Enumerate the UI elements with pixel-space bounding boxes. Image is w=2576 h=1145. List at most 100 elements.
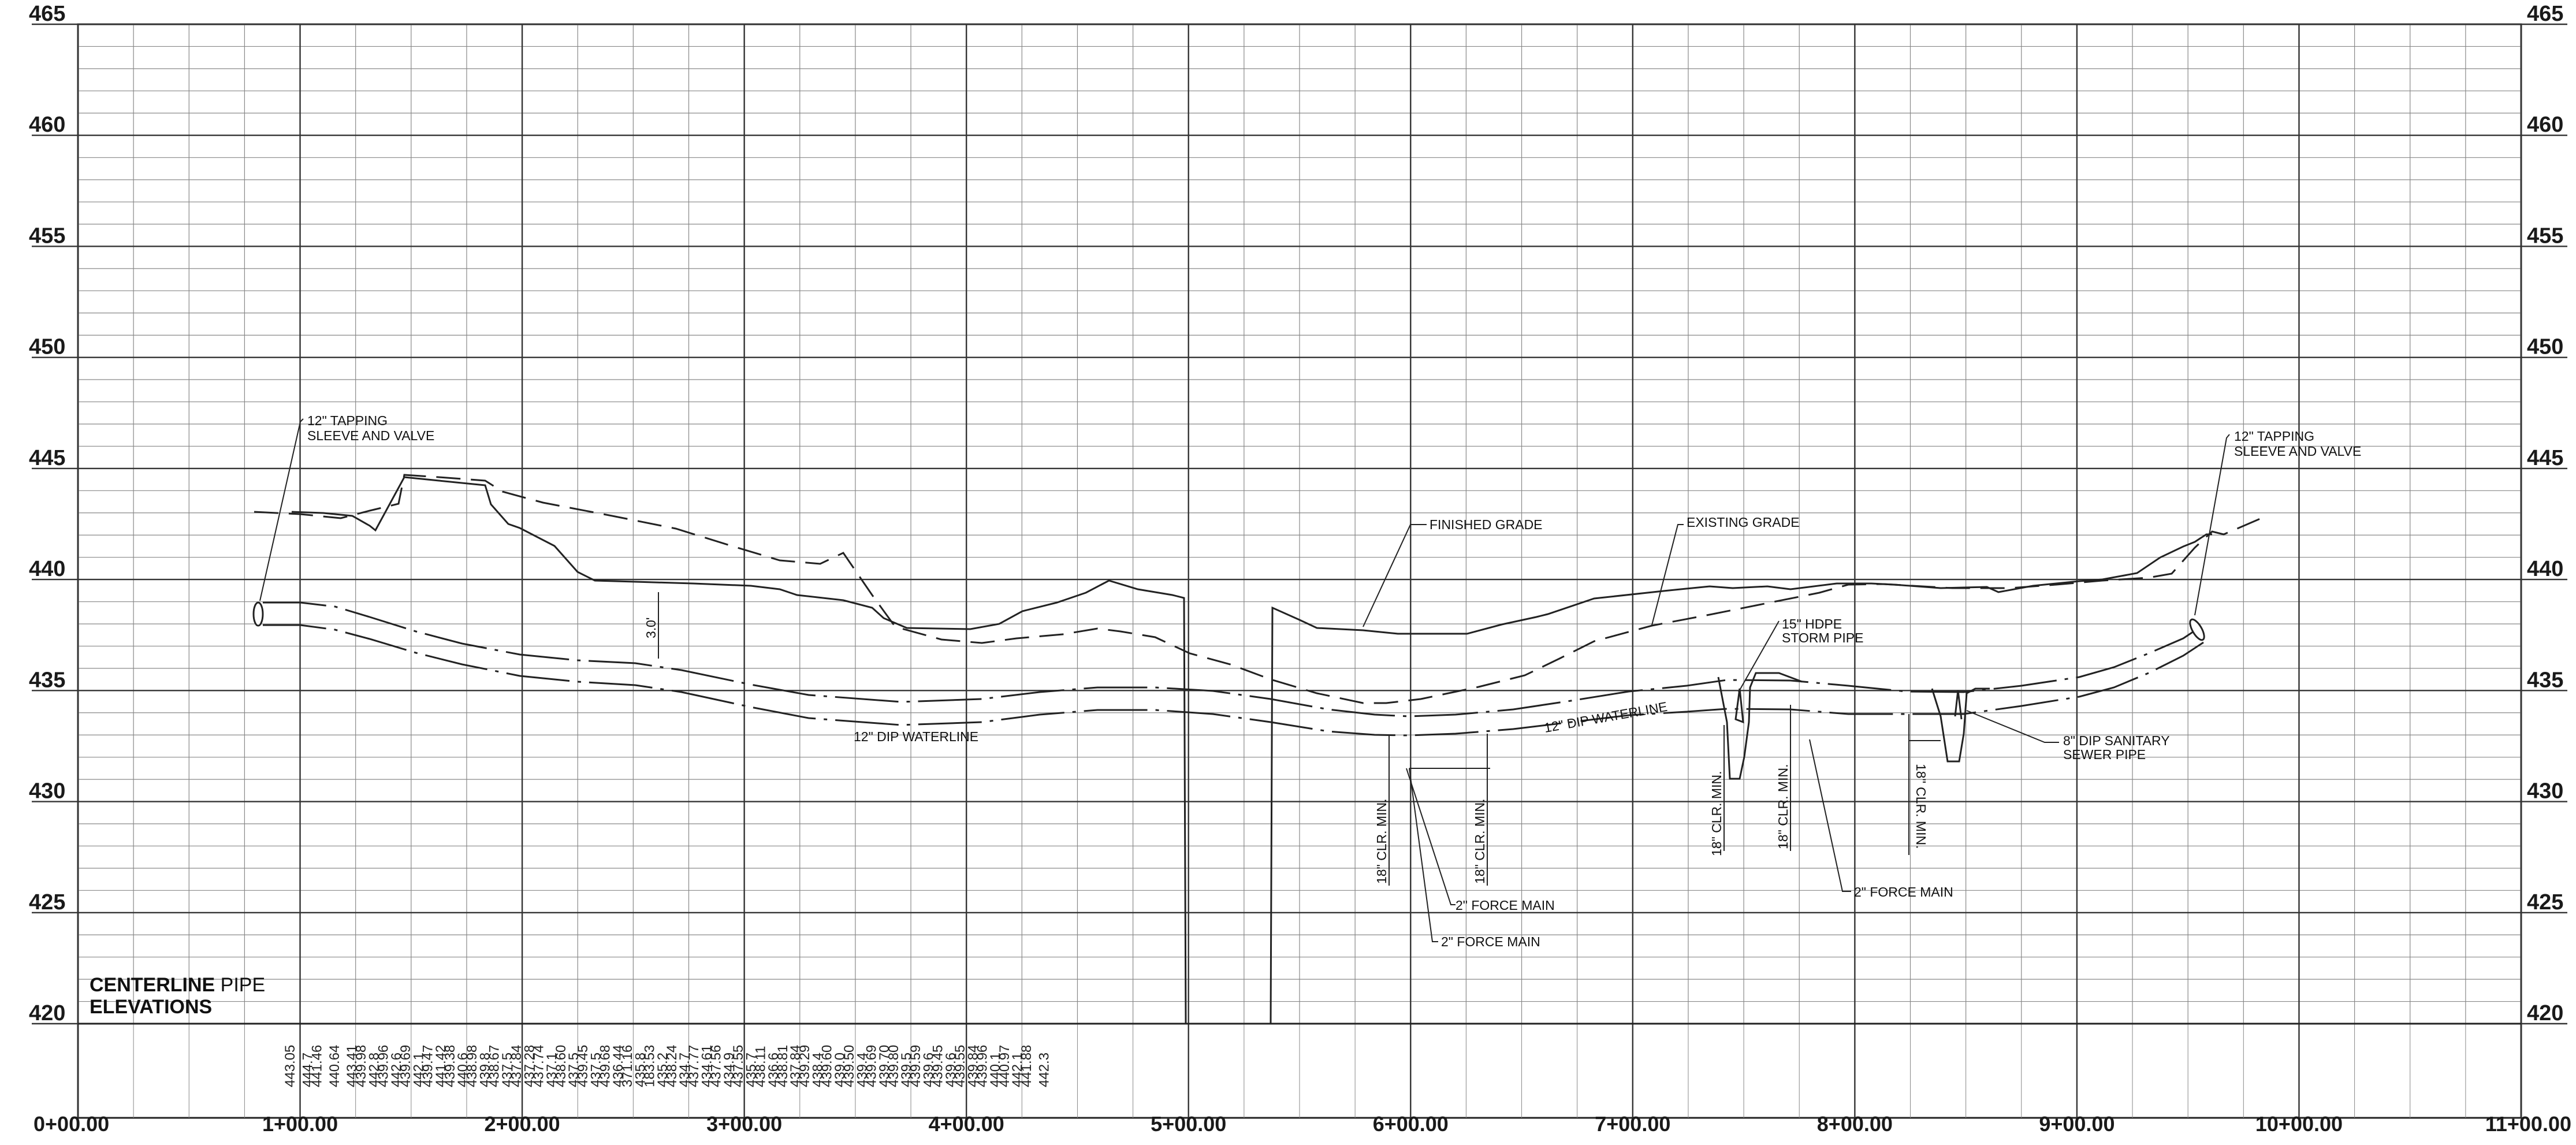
elevation-value: 439.29 xyxy=(797,1045,813,1087)
storm-pipe-label-1: 15" HDPE xyxy=(1782,616,1842,631)
elevation-value: 444.7 xyxy=(300,1053,315,1087)
station-label: 9+00.00 xyxy=(2039,1112,2115,1136)
elevation-label-left: 430 xyxy=(29,779,65,804)
elevation-label-right: 445 xyxy=(2527,446,2563,470)
title-rest-word: PIPE xyxy=(215,974,265,996)
elevation-label-right: 435 xyxy=(2527,668,2563,692)
elevation-value: 437.56 xyxy=(709,1045,724,1087)
elevation-value: 442.1 xyxy=(411,1053,426,1087)
elevation-value: 183.53 xyxy=(642,1045,657,1087)
elevation-value: 439.8 xyxy=(478,1053,493,1087)
storm-pipe-crossing xyxy=(1734,688,1744,724)
elevation-value: 439.80 xyxy=(886,1045,902,1087)
pipe-end-right-icon xyxy=(2189,618,2205,641)
sanitary-sewer-profile xyxy=(1931,687,1990,763)
elevation-value: 440.1 xyxy=(988,1053,1003,1087)
tapping-sleeve-left-label-2: SLEEVE AND VALVE xyxy=(307,428,434,443)
elevation-label-left: 440 xyxy=(29,557,65,581)
elevation-label-right: 460 xyxy=(2527,113,2563,137)
elevation-value: 442.6 xyxy=(389,1053,404,1087)
clearance-label-b: 18" CLR. MIN. xyxy=(1472,799,1487,884)
elevation-label-right: 465 xyxy=(2527,2,2563,26)
elevation-value: 438.67 xyxy=(487,1045,502,1087)
storm-pipe-label-2: STORM PIPE xyxy=(1782,630,1863,645)
waterline-left-label: 12" DIP WATERLINE xyxy=(854,729,978,744)
elevation-value: 439.84 xyxy=(965,1045,981,1087)
elevation-value: 439.55 xyxy=(952,1045,968,1087)
elevation-label-right: 420 xyxy=(2527,1001,2563,1025)
elevation-value: 436.44 xyxy=(611,1045,626,1087)
elevation-value: 439.47 xyxy=(420,1045,435,1087)
elevation-value: 442.3 xyxy=(1037,1053,1052,1087)
force-main-label-b: 2" FORCE MAIN xyxy=(1441,934,1540,949)
elevation-value: 437.5 xyxy=(566,1053,582,1087)
elevation-value: 439.38 xyxy=(442,1045,458,1087)
force-main-label-c: 2" FORCE MAIN xyxy=(1854,884,1953,899)
elevation-label-right: 455 xyxy=(2527,224,2563,248)
existing-grade-line xyxy=(254,474,2265,704)
sanitary-sewer-label-2: SEWER PIPE xyxy=(2063,747,2146,762)
title-bold-word: CENTERLINE xyxy=(90,974,215,996)
elevation-label-left: 465 xyxy=(29,2,65,26)
elevation-value: 435.8 xyxy=(632,1053,648,1087)
elevation-value: 441.88 xyxy=(1019,1045,1034,1087)
tapping-sleeve-right-label-1: 12" TAPPING xyxy=(2234,429,2314,444)
station-label: 6+00.00 xyxy=(1373,1112,1449,1136)
elevation-value: 437.77 xyxy=(686,1045,702,1087)
elevation-value: 439.45 xyxy=(575,1045,591,1087)
elevation-label-right: 450 xyxy=(2527,335,2563,359)
elevation-label-left: 435 xyxy=(29,668,65,692)
clearance-label-d: 18" CLR. MIN. xyxy=(1775,764,1790,849)
clearance-label-e: 18" CLR. MIN. xyxy=(1914,764,1929,849)
force-main-label-a: 2" FORCE MAIN xyxy=(1455,898,1555,913)
elevation-value: 437.28 xyxy=(522,1045,537,1087)
elevation-value: 439.70 xyxy=(877,1045,892,1087)
elevation-value: 438.60 xyxy=(553,1045,569,1087)
elevation-value: 437.55 xyxy=(731,1045,746,1087)
elevation-label-left: 460 xyxy=(29,113,65,137)
elevation-value: 438.24 xyxy=(664,1045,680,1087)
waterline-top-edge xyxy=(263,601,2201,718)
storm-pipe-profile xyxy=(1717,672,1803,780)
waterline-right-label: 12" DIP WATERLINE xyxy=(1543,699,1668,735)
station-label: 0+00.00 xyxy=(33,1112,109,1136)
elevation-label-left: 450 xyxy=(29,335,65,359)
elevation-label-left: 455 xyxy=(29,224,65,248)
station-label: 5+00.00 xyxy=(1151,1112,1226,1136)
elevation-value: 439.4 xyxy=(854,1053,870,1087)
elevation-value: 437.5 xyxy=(589,1053,604,1087)
elevation-value: 371.16 xyxy=(620,1045,635,1087)
station-label: 3+00.00 xyxy=(706,1112,782,1136)
elevation-value: 439.6 xyxy=(943,1053,959,1087)
elevation-value: 440.6 xyxy=(455,1053,471,1087)
station-label: 4+00.00 xyxy=(929,1112,1004,1136)
leaders-and-dimensions xyxy=(259,418,2230,942)
elevation-value: 438.4 xyxy=(810,1053,826,1087)
elevation-value: 439.59 xyxy=(908,1045,924,1087)
grid-minor-lines xyxy=(78,24,2521,1118)
waterline-bottom-edge xyxy=(263,624,2204,737)
elevation-axis-labels: 465 465 460 460 455 455 450 450 445 445 440 440 435 4… xyxy=(29,2,2563,1025)
elevation-value: 442.1 xyxy=(1010,1053,1025,1087)
elevation-label-left: 445 xyxy=(29,446,65,470)
station-axis-labels: 0+00.00 1+00.00 2+00.00 3+00.00 4+00.00 5+00.… xyxy=(33,1112,2571,1136)
clearance-label-a: 18" CLR. MIN. xyxy=(1374,799,1389,884)
elevation-value: 439.0 xyxy=(832,1053,848,1087)
elevation-value: 434.7 xyxy=(677,1053,693,1087)
elevation-value: 439.60 xyxy=(820,1045,835,1087)
elevation-value: 435.7 xyxy=(743,1053,759,1087)
tapping-sleeve-left-label-1: 12" TAPPING xyxy=(307,413,388,428)
elevation-value: 434.9 xyxy=(721,1053,737,1087)
elevation-value: 439.96 xyxy=(974,1045,990,1087)
elevation-value: 439.45 xyxy=(930,1045,946,1087)
profile-title-line-1: CENTERLINE PIPE xyxy=(90,974,265,996)
elevation-value: 440.97 xyxy=(997,1045,1012,1087)
elevation-value: 439.6 xyxy=(921,1053,937,1087)
elevation-value: 436.6 xyxy=(766,1053,781,1087)
elevation-value: 437.74 xyxy=(531,1045,546,1087)
elevation-value: 437.84 xyxy=(788,1045,803,1087)
elevation-value: 439.69 xyxy=(398,1045,414,1087)
sanitary-sewer-label-1: 8" DIP SANITARY xyxy=(2063,733,2170,748)
elevation-value: 438.11 xyxy=(753,1046,768,1087)
